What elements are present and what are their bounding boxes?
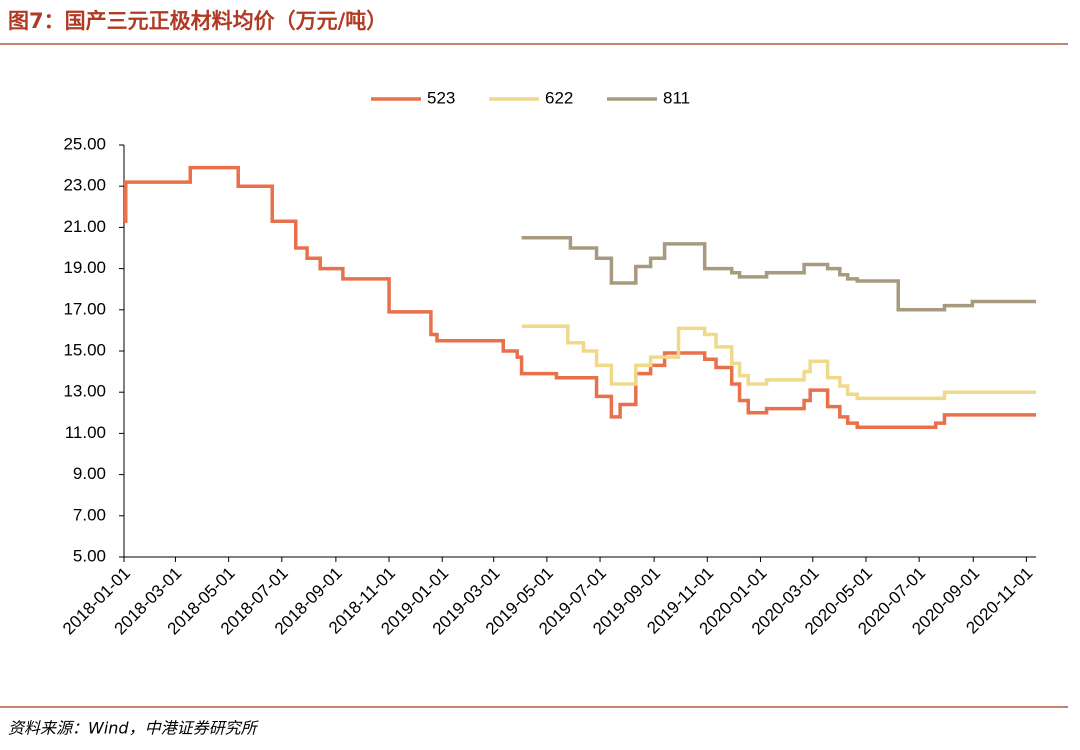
y-tick-label: 17.00 (63, 299, 106, 318)
y-tick-label: 9.00 (73, 464, 106, 483)
y-tick-label: 15.00 (63, 340, 106, 359)
y-tick-label: 19.00 (63, 258, 106, 277)
source-note: 资料来源：Wind，中港证券研究所 (8, 719, 260, 738)
y-tick-label: 5.00 (73, 546, 106, 565)
y-tick-label: 25.00 (63, 134, 106, 153)
line-series (521, 235, 1036, 312)
y-tick-label: 7.00 (73, 505, 106, 524)
chart-title: 图7：国产三元正极材料均价（万元/吨） (8, 9, 387, 33)
y-tick-label: 11.00 (65, 423, 106, 442)
legend-label: 622 (545, 88, 573, 107)
y-tick-label: 13.00 (63, 382, 106, 401)
legend-label: 811 (663, 88, 690, 107)
y-tick-label: 21.00 (63, 217, 106, 236)
line-series (521, 324, 1036, 401)
y-tick-label: 23.00 (63, 176, 106, 195)
legend-label: 523 (427, 88, 455, 107)
line-series (123, 165, 1036, 429)
